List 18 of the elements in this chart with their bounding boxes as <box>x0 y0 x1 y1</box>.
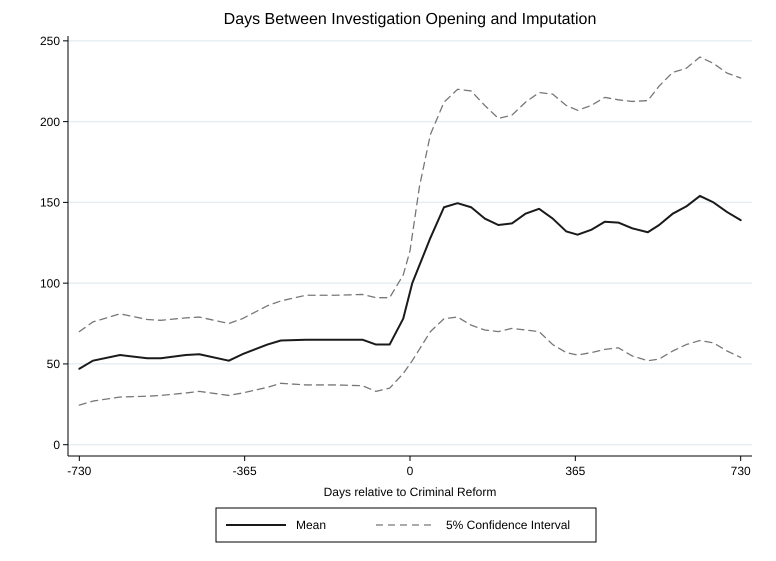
x-axis-title: Days relative to Criminal Reform <box>324 485 496 499</box>
line-series <box>78 56 742 332</box>
x-tick-label: 365 <box>565 464 586 478</box>
y-tick-label: 150 <box>40 196 60 210</box>
line-series <box>78 194 742 370</box>
y-tick-label: 0 <box>53 438 60 452</box>
legend-label: Mean <box>296 518 326 532</box>
y-tick-label: 50 <box>46 357 60 372</box>
chart-title: Days Between Investigation Opening and Imputation <box>224 11 596 28</box>
line-series <box>78 316 742 406</box>
x-tick-label: 0 <box>406 464 414 478</box>
y-tick-label: 250 <box>40 34 60 48</box>
y-tick-label: 200 <box>40 114 60 129</box>
x-tick-label: -365 <box>232 464 257 478</box>
x-tick-label: -730 <box>67 464 92 478</box>
y-tick-label: 100 <box>40 276 60 290</box>
x-tick-label: 730 <box>730 464 752 478</box>
legend-label: 5% Confidence Interval <box>446 518 570 532</box>
